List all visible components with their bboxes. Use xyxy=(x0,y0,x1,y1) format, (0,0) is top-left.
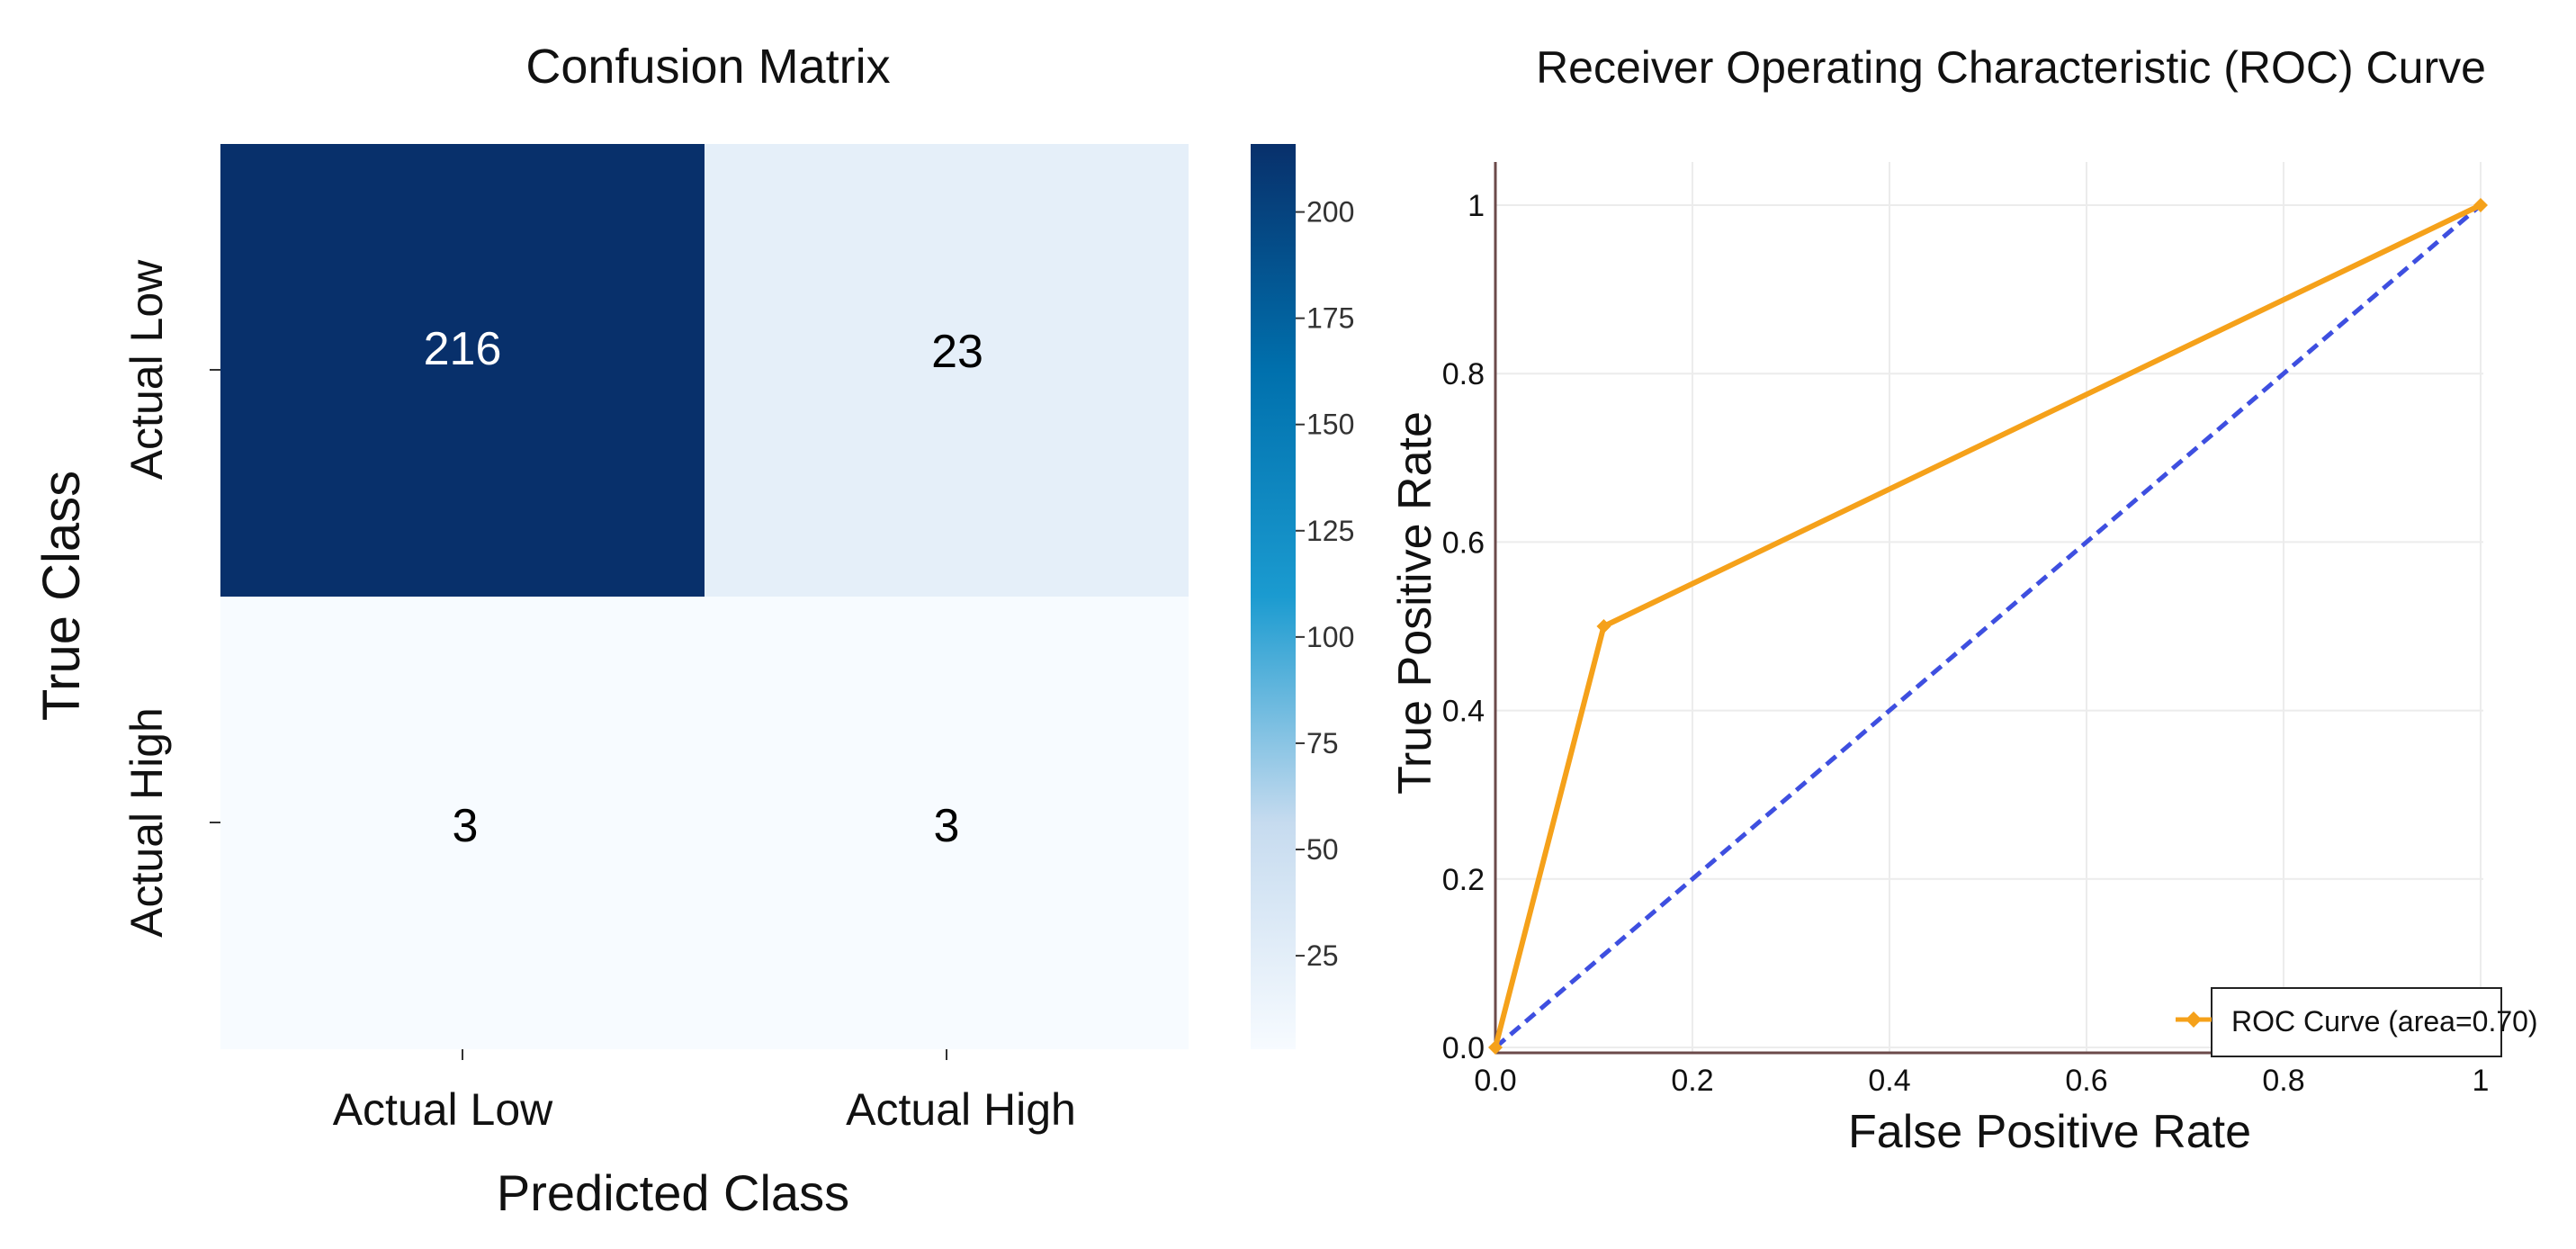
roc-y-tick-label-0: 0.0 xyxy=(1442,1031,1485,1065)
roc-legend: ROC Curve (area=0.70) xyxy=(2176,987,2538,1057)
roc-legend-label: ROC Curve (area=0.70) xyxy=(2231,1005,2538,1038)
cm-cell-low-high xyxy=(705,144,1189,597)
cm-colorbar-tick-label-125: 125 xyxy=(1306,515,1354,547)
roc-legend-marker xyxy=(2186,1011,2202,1028)
cm-colorbar-gradient xyxy=(1251,144,1296,1049)
roc-x-tick-label-3: 0.6 xyxy=(2065,1064,2107,1098)
roc-x-tick-label-1: 0.2 xyxy=(1671,1064,1713,1098)
roc-point-1 xyxy=(1596,619,1611,633)
cm-cell-labels: 216 23 3 3 xyxy=(424,323,983,852)
roc-y-tick-label-3: 0.6 xyxy=(1442,526,1485,560)
cm-colorbar: 25 50 75 100 125 150 175 200 xyxy=(1251,144,1354,1049)
cm-title: Confusion Matrix xyxy=(525,40,890,94)
cm-xlabel: Predicted Class xyxy=(497,1164,849,1221)
cm-x-tick-label-low: Actual Low xyxy=(333,1084,553,1135)
cm-y-tick-label-low: Actual Low xyxy=(121,259,172,480)
cm-value-low-high: 23 xyxy=(931,326,983,378)
cm-colorbar-tick-label-25: 25 xyxy=(1306,939,1339,972)
cm-cell-high-high xyxy=(705,597,1189,1049)
roc-y-tick-label-4: 0.8 xyxy=(1442,357,1485,391)
roc-xlabel: False Positive Rate xyxy=(1848,1106,2251,1158)
roc-y-ticks: 0.0 0.2 0.4 0.6 0.8 1 xyxy=(1442,189,1485,1065)
cm-colorbar-tick-label-100: 100 xyxy=(1306,621,1354,653)
roc-y-tick-label-1: 0.2 xyxy=(1442,863,1485,897)
roc-panel: Receiver Operating Characteristic (ROC) … xyxy=(1389,42,2538,1158)
roc-series xyxy=(1488,198,2488,1055)
roc-x-tick-label-2: 0.4 xyxy=(1868,1064,1910,1098)
cm-cells xyxy=(220,144,1189,1049)
cm-cell-low-low xyxy=(220,144,705,597)
cm-colorbar-tick-label-150: 150 xyxy=(1306,409,1354,441)
cm-value-high-low: 3 xyxy=(453,800,479,852)
cm-y-tick-label-high: Actual High xyxy=(121,707,172,938)
cm-colorbar-ticks: 25 50 75 100 125 150 175 200 xyxy=(1296,196,1354,972)
cm-colorbar-tick-label-200: 200 xyxy=(1306,196,1354,229)
cm-colorbar-tick-label-50: 50 xyxy=(1306,833,1339,866)
cm-value-high-high: 3 xyxy=(934,800,960,852)
cm-colorbar-tick-label-175: 175 xyxy=(1306,302,1354,335)
cm-colorbar-tick-label-75: 75 xyxy=(1306,727,1339,759)
roc-title: Receiver Operating Characteristic (ROC) … xyxy=(1536,42,2486,93)
roc-x-tick-label-5: 1 xyxy=(2473,1064,2490,1098)
roc-x-ticks: 0.0 0.2 0.4 0.6 0.8 1 xyxy=(1474,1064,2489,1098)
cm-cell-high-low xyxy=(220,597,705,1049)
roc-x-tick-label-0: 0.0 xyxy=(1474,1064,1516,1098)
roc-point-2 xyxy=(2473,198,2488,212)
roc-point-0 xyxy=(1488,1040,1503,1055)
roc-y-tick-label-2: 0.4 xyxy=(1442,695,1485,729)
roc-x-tick-label-4: 0.8 xyxy=(2262,1064,2304,1098)
roc-curve-line xyxy=(1493,202,2482,1048)
cm-ylabel: True Class xyxy=(32,471,91,721)
cm-x-tick-label-high: Actual High xyxy=(846,1084,1076,1135)
confusion-matrix-panel: Confusion Matrix 216 23 3 3 Actual Low A… xyxy=(32,40,1354,1221)
roc-ylabel: True Positive Rate xyxy=(1389,411,1441,795)
roc-legend-box xyxy=(2211,987,2502,1057)
roc-chance-line xyxy=(1494,203,2482,1049)
roc-y-tick-label-5: 1 xyxy=(1468,189,1485,223)
cm-value-low-low: 216 xyxy=(424,323,502,375)
